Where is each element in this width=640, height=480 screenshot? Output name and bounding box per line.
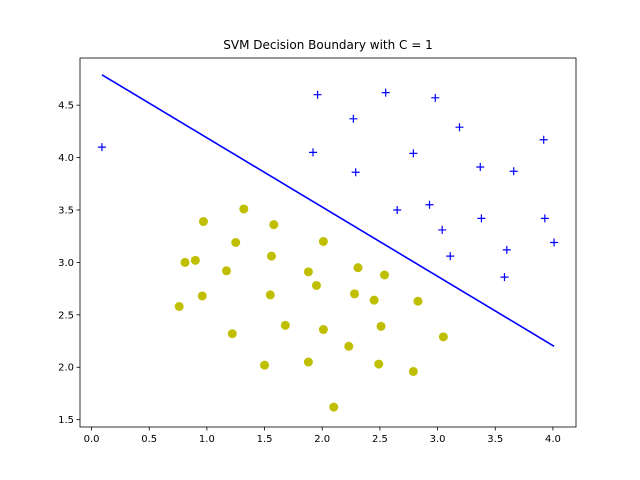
data-point-circle — [344, 341, 354, 351]
data-point-circle — [318, 236, 328, 246]
data-point-plus — [409, 149, 418, 158]
data-point-circle — [174, 301, 184, 311]
data-point-circle — [303, 357, 313, 367]
data-point-circle — [350, 289, 360, 299]
chart-title: SVM Decision Boundary with C = 1 — [223, 38, 432, 52]
x-tick-label: 1.5 — [257, 434, 273, 445]
y-tick-label: 2.5 — [58, 310, 74, 321]
y-tick-label: 1.5 — [58, 415, 74, 426]
data-point-circle — [369, 295, 379, 305]
x-tick-label: 3.0 — [430, 434, 446, 445]
data-point-plus — [500, 273, 509, 282]
data-point-circle — [190, 255, 200, 265]
data-point-circle — [311, 280, 321, 290]
data-point-circle — [221, 266, 231, 276]
data-point-circle — [374, 359, 384, 369]
data-point-plus — [502, 245, 511, 254]
data-point-plus — [455, 123, 464, 132]
data-point-circle — [380, 270, 390, 280]
data-point-plus — [351, 168, 360, 177]
decision-boundary-line — [101, 74, 555, 347]
data-point-plus — [477, 214, 486, 223]
data-point-circle — [353, 263, 363, 273]
data-point-circle — [198, 217, 208, 227]
data-point-circle — [413, 296, 423, 306]
data-point-circle — [266, 251, 276, 261]
x-tick-label: 4.0 — [545, 434, 561, 445]
data-point-circle — [269, 220, 279, 230]
data-point-plus — [425, 200, 434, 209]
data-point-circle — [180, 257, 190, 267]
x-tick-label: 2.0 — [314, 434, 330, 445]
y-tick-label: 3.5 — [58, 206, 74, 217]
data-point-plus — [97, 143, 106, 152]
axes-frame — [79, 57, 577, 428]
data-point-plus — [393, 206, 402, 215]
x-tick-label: 0.5 — [141, 434, 157, 445]
data-point-circle — [280, 320, 290, 330]
data-point-circle — [438, 332, 448, 342]
data-point-circle — [318, 325, 328, 335]
x-tick-label: 0.0 — [84, 434, 100, 445]
data-point-circle — [239, 204, 249, 214]
data-point-circle — [197, 291, 207, 301]
y-tick-label: 4.0 — [58, 153, 74, 164]
data-point-plus — [431, 93, 440, 102]
data-point-plus — [381, 88, 390, 97]
y-tick-label: 3.0 — [58, 258, 74, 269]
x-tick-label: 1.0 — [199, 434, 215, 445]
data-point-plus — [313, 90, 322, 99]
data-point-circle — [265, 290, 275, 300]
data-point-plus — [446, 252, 455, 261]
data-point-plus — [540, 214, 549, 223]
data-point-circle — [227, 329, 237, 339]
data-point-plus — [539, 135, 548, 144]
data-point-circle — [303, 267, 313, 277]
y-tick-label: 4.5 — [58, 101, 74, 112]
data-point-plus — [509, 167, 518, 176]
data-point-plus — [349, 114, 358, 123]
data-point-circle — [329, 402, 339, 412]
data-point-plus — [476, 163, 485, 172]
data-point-circle — [408, 366, 418, 376]
y-tick-label: 2.0 — [58, 363, 74, 374]
data-point-circle — [260, 360, 270, 370]
data-point-circle — [376, 321, 386, 331]
data-point-circle — [231, 238, 241, 247]
x-tick-label: 3.5 — [487, 434, 503, 445]
data-point-plus — [550, 238, 559, 247]
x-tick-label: 2.5 — [372, 434, 388, 445]
plot-area: 0.0 0.5 1.0 1.5 2.0 2.5 3.0 3.5 4.0 1.5 2.0 2.5 3.0 3… — [58, 57, 577, 445]
data-point-plus — [309, 148, 318, 157]
data-point-plus — [438, 225, 447, 234]
